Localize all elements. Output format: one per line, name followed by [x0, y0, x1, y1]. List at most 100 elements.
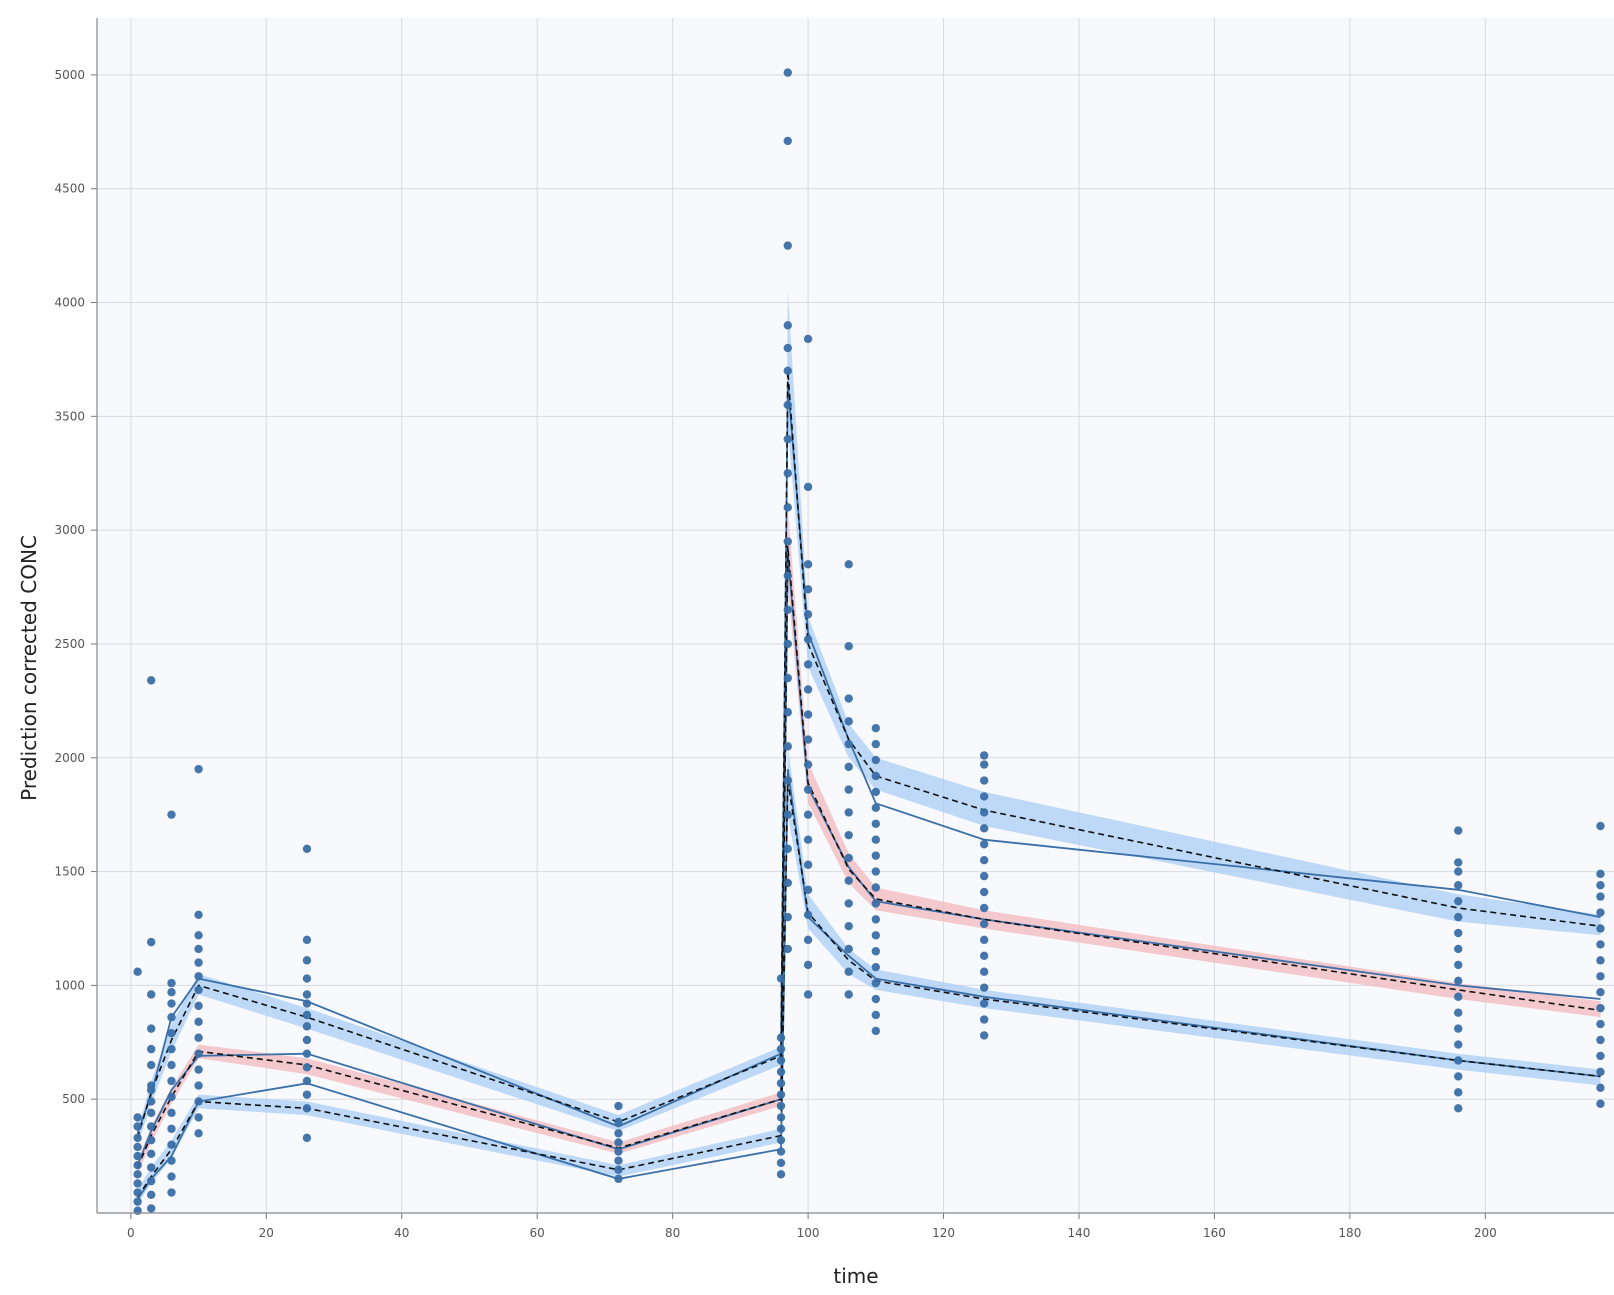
observation-point [803, 960, 813, 970]
observation-point [871, 723, 881, 733]
observation-point [803, 610, 813, 619]
observation-point [167, 1108, 176, 1118]
observation-point [133, 1161, 142, 1170]
series-line-simulated-lower-median [136, 780, 1601, 1198]
observation-point [803, 735, 813, 744]
observation-point [146, 1024, 156, 1033]
observation-point [783, 742, 792, 751]
y-tick-label: 1000 [54, 978, 85, 992]
observation-point [776, 1113, 786, 1122]
observation-point [194, 1065, 203, 1074]
axis-layer: 0 20 40 60 80 100 120 140 160 180 200 500 1000 1500 20… [54, 18, 1614, 1240]
observation-point [1596, 1051, 1605, 1061]
observation-point [776, 1124, 786, 1133]
observation-point [1454, 867, 1463, 876]
observation-point [1596, 1083, 1605, 1093]
observation-point [614, 1147, 623, 1156]
observation-point [844, 967, 853, 976]
observation-point [979, 967, 989, 976]
observation-point [146, 1044, 156, 1054]
observation-point [871, 915, 881, 924]
observation-point [844, 899, 853, 908]
observation-point [871, 755, 881, 765]
x-tick-label: 120 [932, 1226, 955, 1240]
observation-point [776, 1170, 786, 1179]
observation-point [167, 1013, 176, 1022]
observation-point [167, 1076, 176, 1086]
observation-point [979, 1031, 989, 1040]
observation-point [167, 999, 176, 1008]
observation-point [302, 974, 312, 983]
observation-point [783, 639, 792, 649]
observation-point [871, 1026, 881, 1036]
x-tick-label: 140 [1068, 1226, 1091, 1240]
observation-point [1454, 960, 1463, 970]
plot-area [97, 18, 1614, 1213]
observation-point [167, 1172, 176, 1181]
observation-point [1454, 1104, 1463, 1113]
observation-point [871, 835, 881, 844]
y-tick-label: 4000 [54, 296, 85, 310]
x-tick-label: 100 [797, 1226, 820, 1240]
observation-point [614, 1174, 623, 1184]
observation-point [1596, 892, 1605, 901]
observation-point [1454, 944, 1463, 954]
observation-point [871, 899, 881, 908]
observation-point [194, 944, 203, 954]
observation-point [133, 967, 142, 976]
observation-point [979, 887, 989, 897]
observation-point [783, 366, 792, 376]
observation-point [1596, 972, 1605, 981]
x-tick-label: 80 [665, 1226, 680, 1240]
observation-point [979, 983, 989, 992]
observation-point [302, 1049, 312, 1058]
x-tick-label: 200 [1474, 1226, 1497, 1240]
observation-point [871, 771, 881, 781]
observation-point [133, 1122, 142, 1131]
observation-point [803, 660, 813, 669]
observation-point [1454, 896, 1463, 906]
observation-point [871, 851, 881, 860]
observation-point [871, 978, 881, 988]
observation-point [146, 1204, 156, 1213]
observation-point [194, 1081, 203, 1090]
observation-point [979, 919, 989, 929]
observation-point [803, 990, 813, 999]
observation-point [133, 1188, 142, 1197]
observation-point [302, 844, 312, 854]
observation-point [776, 974, 786, 983]
observation-point [783, 878, 792, 888]
observation-point [1596, 940, 1605, 949]
observation-point [871, 803, 881, 813]
observation-point [783, 321, 792, 330]
observation-point [146, 1176, 156, 1186]
observation-point [783, 537, 792, 546]
observation-point [302, 990, 312, 999]
observation-point [1596, 924, 1605, 933]
observation-point [776, 1067, 786, 1077]
observation-point [871, 819, 881, 828]
observation-point [302, 1076, 312, 1086]
observation-point [844, 717, 853, 726]
observation-point [844, 739, 853, 749]
y-tick-label: 500 [62, 1092, 85, 1106]
observation-point [1596, 821, 1605, 831]
observation-point [167, 988, 176, 997]
observation-point [844, 808, 853, 817]
observation-point [167, 1124, 176, 1133]
observation-point [302, 1010, 312, 1020]
observation-point [614, 1138, 623, 1147]
observation-point [302, 1104, 312, 1113]
observation-point [614, 1156, 623, 1165]
observation-point [803, 334, 813, 344]
y-tick-label: 1500 [54, 865, 85, 879]
observation-point [302, 1063, 312, 1072]
observation-point [1454, 976, 1463, 986]
observation-point [803, 885, 813, 894]
observation-point [844, 990, 853, 999]
x-tick-label: 0 [127, 1226, 135, 1240]
observation-point [194, 764, 203, 774]
observation-point [1454, 1072, 1463, 1081]
observation-point [167, 1028, 176, 1038]
observation-point [871, 994, 881, 1004]
